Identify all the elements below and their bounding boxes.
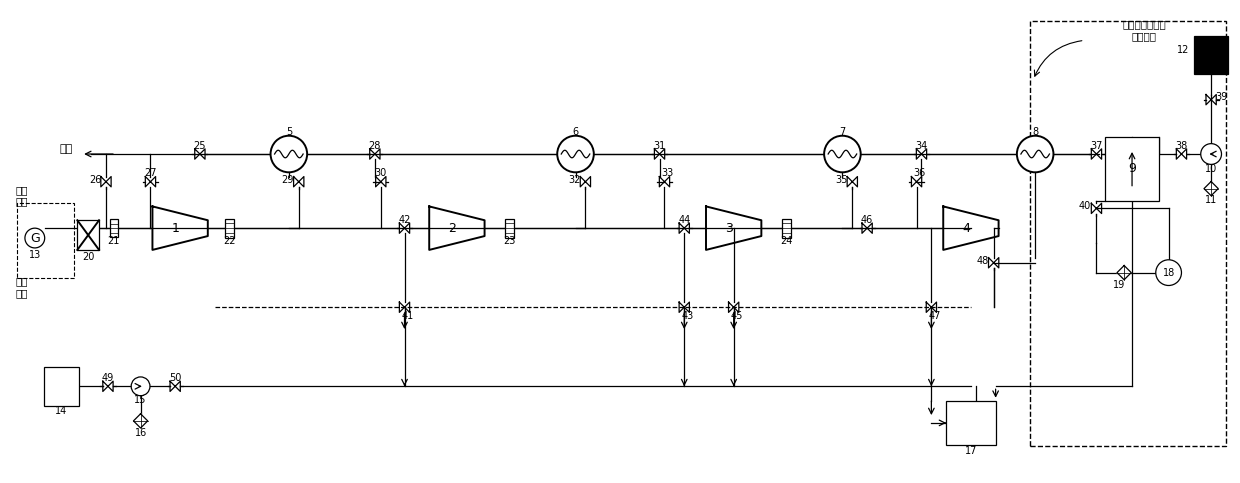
- Circle shape: [270, 136, 308, 172]
- Text: 发电
机组: 发电 机组: [15, 277, 27, 298]
- Circle shape: [1200, 143, 1221, 164]
- Bar: [17, 203, 74, 278]
- Text: 21: 21: [108, 236, 120, 246]
- Text: 36: 36: [914, 168, 925, 178]
- Bar: [77, 220, 99, 250]
- Text: 32: 32: [568, 175, 580, 185]
- Text: 大气: 大气: [60, 144, 73, 154]
- Text: 45: 45: [730, 311, 743, 321]
- Bar: [1030, 21, 1226, 446]
- Text: 9: 9: [1128, 162, 1136, 175]
- Text: 49: 49: [102, 373, 114, 383]
- Text: 12: 12: [1177, 45, 1189, 55]
- Text: 14: 14: [56, 406, 68, 416]
- Bar: [1105, 137, 1159, 201]
- Text: 膨胀
机组: 膨胀 机组: [15, 185, 27, 206]
- Text: 43: 43: [681, 311, 693, 321]
- Text: 35: 35: [836, 175, 848, 185]
- Text: 34: 34: [915, 141, 928, 151]
- Text: 41: 41: [402, 311, 414, 321]
- Text: 25: 25: [193, 141, 206, 151]
- Text: 液化空气存储及
气化部分: 液化空气存储及 气化部分: [1122, 20, 1166, 41]
- Text: 26: 26: [89, 175, 102, 185]
- Text: 28: 28: [368, 141, 381, 151]
- Text: 23: 23: [503, 236, 516, 246]
- Text: 8: 8: [1032, 128, 1038, 137]
- Text: 1: 1: [171, 222, 179, 235]
- Text: 20: 20: [82, 252, 94, 262]
- Text: 16: 16: [134, 428, 146, 438]
- Text: 3: 3: [725, 222, 733, 235]
- Text: 33: 33: [661, 168, 673, 178]
- Text: 19: 19: [1114, 281, 1126, 290]
- Bar: [45, 367, 79, 406]
- Text: 29: 29: [281, 175, 294, 185]
- Bar: [1194, 36, 1229, 74]
- Text: 44: 44: [678, 215, 691, 225]
- Circle shape: [131, 377, 150, 396]
- Text: 46: 46: [861, 215, 873, 225]
- Circle shape: [557, 136, 594, 172]
- Text: 11: 11: [1205, 196, 1218, 205]
- Text: 27: 27: [144, 168, 156, 178]
- Text: 42: 42: [398, 215, 410, 225]
- Bar: [109, 219, 118, 237]
- Text: 7: 7: [839, 128, 846, 137]
- Text: 2: 2: [448, 222, 456, 235]
- Text: 37: 37: [1090, 141, 1102, 151]
- Bar: [505, 219, 513, 238]
- Text: 17: 17: [965, 445, 977, 455]
- Polygon shape: [1117, 266, 1131, 280]
- Text: 38: 38: [1176, 141, 1188, 151]
- Circle shape: [1156, 260, 1182, 285]
- Text: 15: 15: [134, 395, 146, 405]
- Text: 5: 5: [285, 128, 291, 137]
- Polygon shape: [134, 414, 148, 428]
- Text: 18: 18: [1162, 268, 1174, 278]
- Text: G: G: [30, 231, 40, 244]
- Text: 22: 22: [223, 236, 236, 246]
- Text: 31: 31: [653, 141, 666, 151]
- Text: 10: 10: [1205, 164, 1218, 174]
- Text: 4: 4: [962, 222, 970, 235]
- Bar: [946, 400, 996, 445]
- Text: 24: 24: [780, 236, 792, 246]
- Text: 6: 6: [573, 128, 579, 137]
- Text: 50: 50: [169, 373, 181, 383]
- Text: 13: 13: [29, 250, 41, 260]
- Circle shape: [25, 228, 45, 248]
- Polygon shape: [1204, 182, 1218, 196]
- Text: 30: 30: [374, 168, 387, 178]
- Circle shape: [825, 136, 861, 172]
- Text: 39: 39: [1215, 92, 1228, 102]
- Text: 48: 48: [977, 256, 990, 266]
- Circle shape: [1017, 136, 1054, 172]
- Text: 40: 40: [1079, 201, 1091, 212]
- Bar: [226, 219, 234, 238]
- Bar: [781, 219, 791, 238]
- Text: 47: 47: [929, 311, 940, 321]
